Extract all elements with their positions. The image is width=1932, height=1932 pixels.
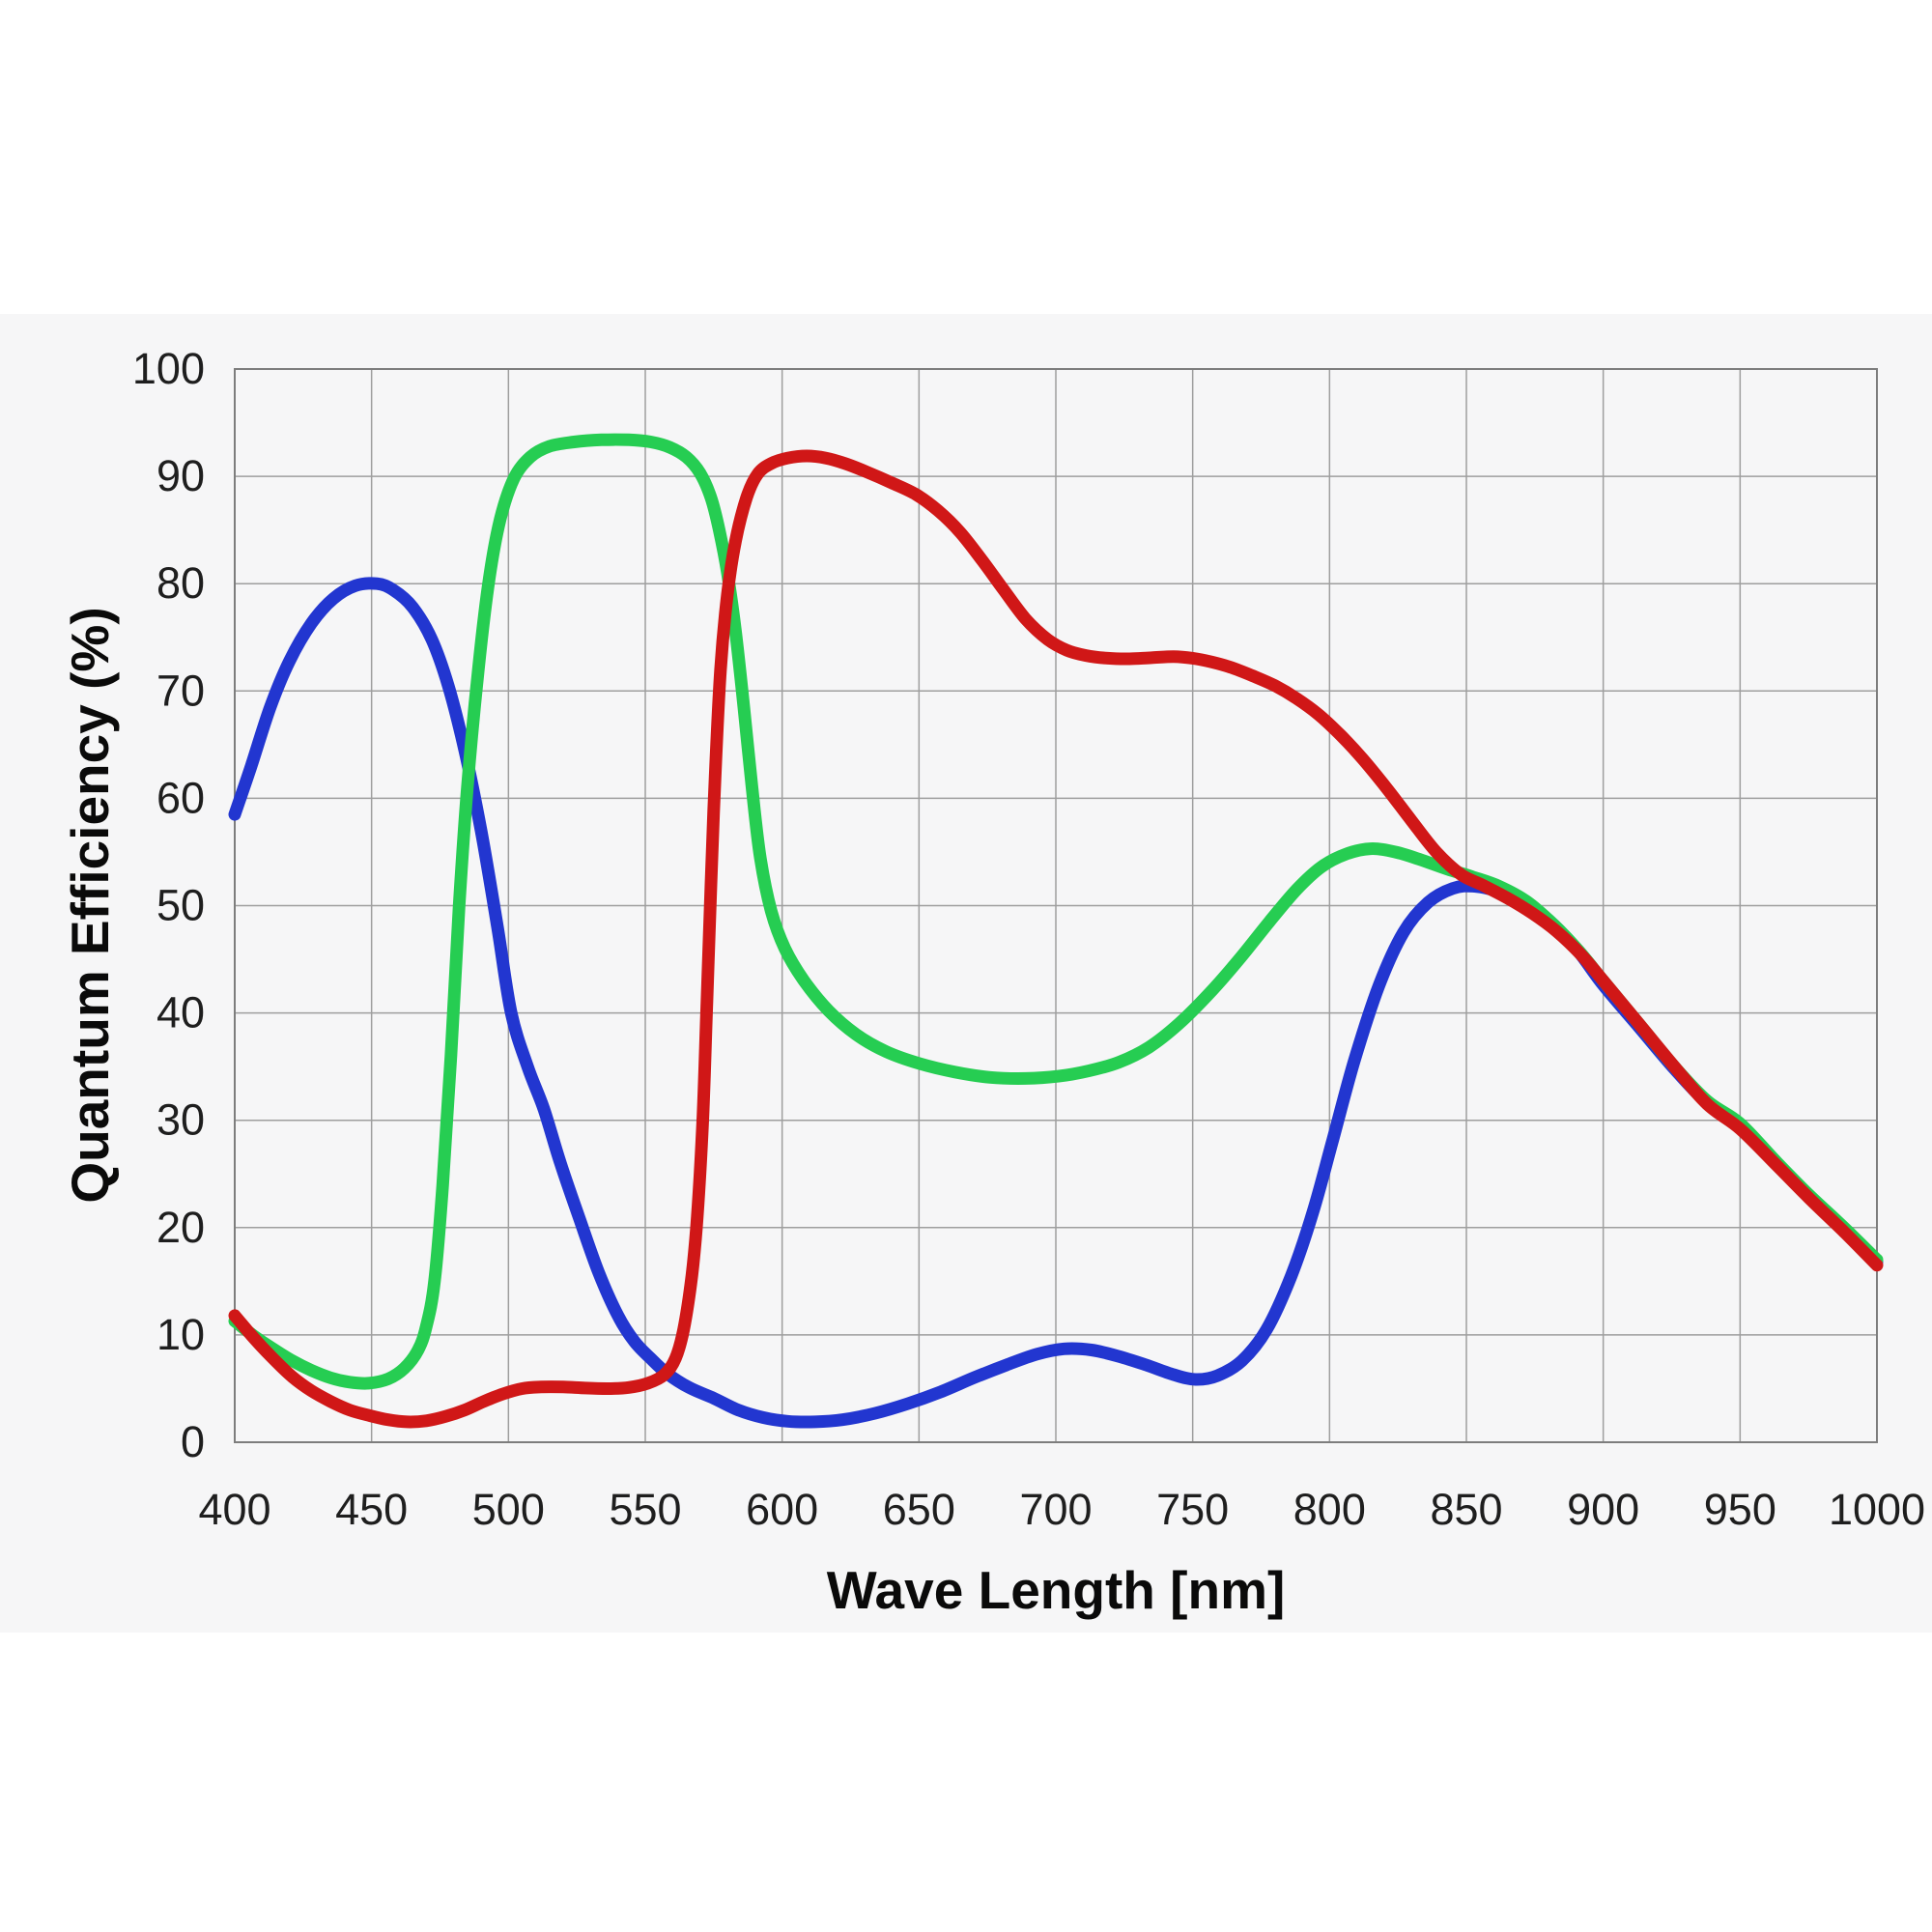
y-axis-tick-labels: 0 10 20 30 40 50 60 70 80 90 100 — [132, 344, 205, 1466]
chart-background-band — [0, 314, 1932, 1633]
x-tick-label: 700 — [1019, 1485, 1092, 1534]
x-tick-label: 450 — [335, 1485, 408, 1534]
curves — [228, 433, 1884, 1429]
x-tick-label: 850 — [1430, 1485, 1502, 1534]
y-tick-label: 40 — [156, 988, 205, 1037]
y-tick-label: 60 — [156, 773, 205, 822]
y-tick-label: 90 — [156, 451, 205, 500]
x-tick-label: 550 — [609, 1485, 681, 1534]
y-tick-label: 80 — [156, 558, 205, 608]
y-tick-label: 100 — [132, 344, 205, 393]
x-tick-label: 750 — [1156, 1485, 1229, 1534]
x-tick-label: 1000 — [1829, 1485, 1925, 1534]
y-tick-label: 10 — [156, 1310, 205, 1359]
x-tick-label: 650 — [883, 1485, 955, 1534]
x-tick-label: 950 — [1704, 1485, 1776, 1534]
red-channel-curve — [228, 449, 1884, 1429]
y-tick-label: 0 — [181, 1417, 205, 1466]
x-axis-title: Wave Length [nm] — [827, 1560, 1286, 1620]
plot-border — [234, 368, 1878, 1443]
x-tick-label: 800 — [1293, 1485, 1366, 1534]
y-tick-label: 50 — [156, 881, 205, 930]
x-tick-label: 400 — [198, 1485, 270, 1534]
x-tick-label: 500 — [472, 1485, 545, 1534]
x-tick-label: 900 — [1567, 1485, 1639, 1534]
y-tick-label: 70 — [156, 666, 205, 715]
y-tick-label: 20 — [156, 1203, 205, 1252]
y-axis-title: Quantum Efficiency (%) — [60, 607, 120, 1203]
y-tick-label: 30 — [156, 1095, 205, 1145]
x-tick-label: 600 — [746, 1485, 818, 1534]
x-axis-tick-labels: 400 450 500 550 600 650 700 750 800 850 900 950 1000 — [198, 1485, 1925, 1534]
